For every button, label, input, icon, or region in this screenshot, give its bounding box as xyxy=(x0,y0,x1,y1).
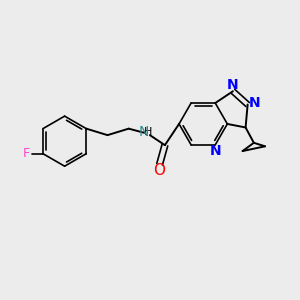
Text: N: N xyxy=(226,78,238,92)
Text: N: N xyxy=(139,125,149,139)
Text: O: O xyxy=(154,163,166,178)
Text: F: F xyxy=(23,147,30,160)
Text: H: H xyxy=(144,127,152,137)
Text: N: N xyxy=(248,96,260,110)
Text: N: N xyxy=(210,144,222,158)
